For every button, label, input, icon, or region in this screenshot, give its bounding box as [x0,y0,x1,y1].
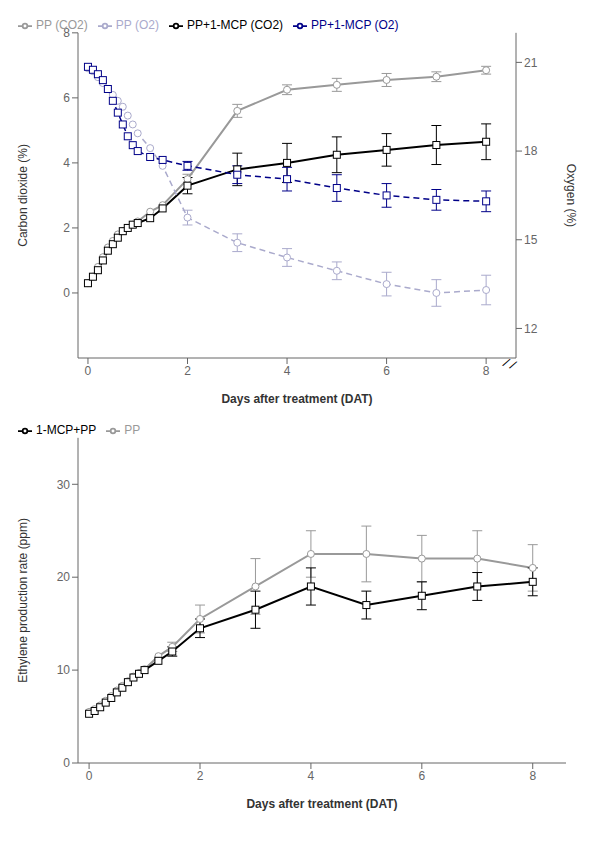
svg-text:21: 21 [524,56,538,70]
svg-text:2: 2 [197,769,204,783]
svg-text:2: 2 [63,221,70,235]
svg-text:0: 0 [63,286,70,300]
svg-text:6: 6 [63,91,70,105]
svg-text:8: 8 [63,26,70,40]
svg-text:Carbon dioxide (%): Carbon dioxide (%) [16,144,30,247]
svg-text:Days after treatment (DAT): Days after treatment (DAT) [221,392,372,406]
svg-text:Ethylene production rate (ppm): Ethylene production rate (ppm) [16,518,30,683]
svg-text:10: 10 [57,663,71,677]
svg-text:2: 2 [184,364,191,378]
svg-text:0: 0 [85,364,92,378]
svg-text:12: 12 [524,322,538,336]
svg-text:8: 8 [483,364,490,378]
svg-text:18: 18 [524,144,538,158]
svg-text:Oxygen (%): Oxygen (%) [564,164,578,227]
svg-text:15: 15 [524,233,538,247]
svg-text:Days after treatment (DAT): Days after treatment (DAT) [246,797,397,811]
svg-text:4: 4 [63,156,70,170]
svg-text:6: 6 [418,769,425,783]
svg-text:30: 30 [57,478,71,492]
svg-text:8: 8 [529,769,536,783]
svg-text:4: 4 [284,364,291,378]
svg-text:4: 4 [308,769,315,783]
svg-text:6: 6 [383,364,390,378]
svg-text:0: 0 [86,769,93,783]
svg-text:20: 20 [57,570,71,584]
svg-text:0: 0 [63,756,70,770]
